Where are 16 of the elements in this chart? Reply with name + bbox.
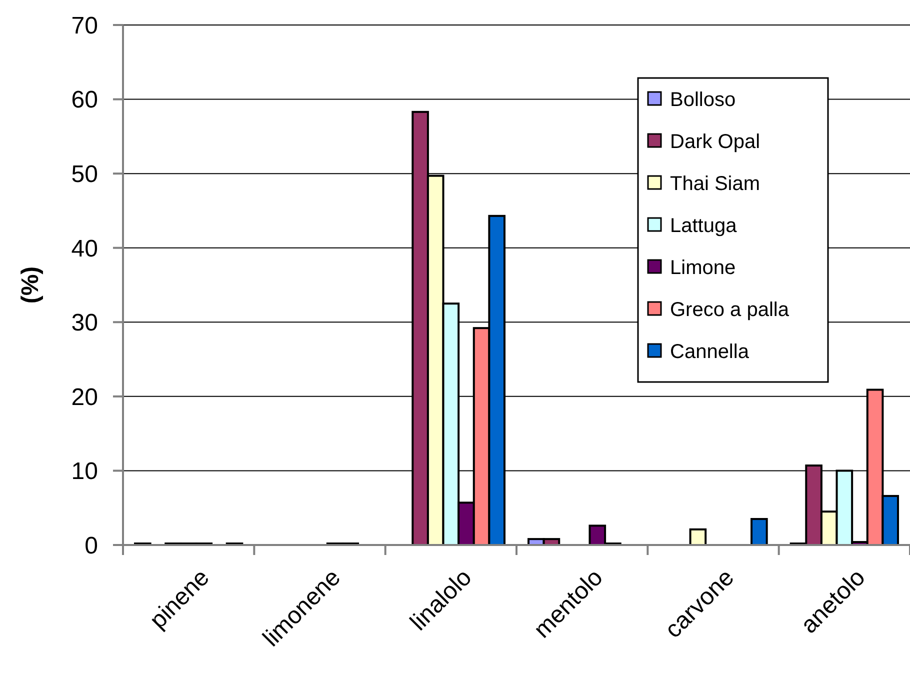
y-tick-label: 0 [84, 532, 98, 560]
legend-label: Thai Siam [670, 173, 760, 195]
legend-label: Bolloso [670, 89, 736, 111]
y-tick-label: 30 [71, 310, 98, 337]
y-tick-label: 20 [71, 384, 98, 411]
y-tick-label: 60 [71, 86, 98, 114]
y-tick-label: 40 [71, 235, 98, 262]
y-tick-label: 10 [71, 458, 98, 486]
y-tick-label: 70 [71, 12, 98, 40]
legend-label: Dark Opal [670, 131, 760, 153]
legend-label: Lattuga [670, 215, 738, 237]
y-axis-title: (%) [17, 266, 44, 304]
legend-label: Greco a palla [670, 299, 790, 321]
legend-label: Limone [670, 257, 736, 279]
y-tick-label: 50 [71, 160, 98, 188]
legend-label: Cannella [670, 341, 750, 363]
